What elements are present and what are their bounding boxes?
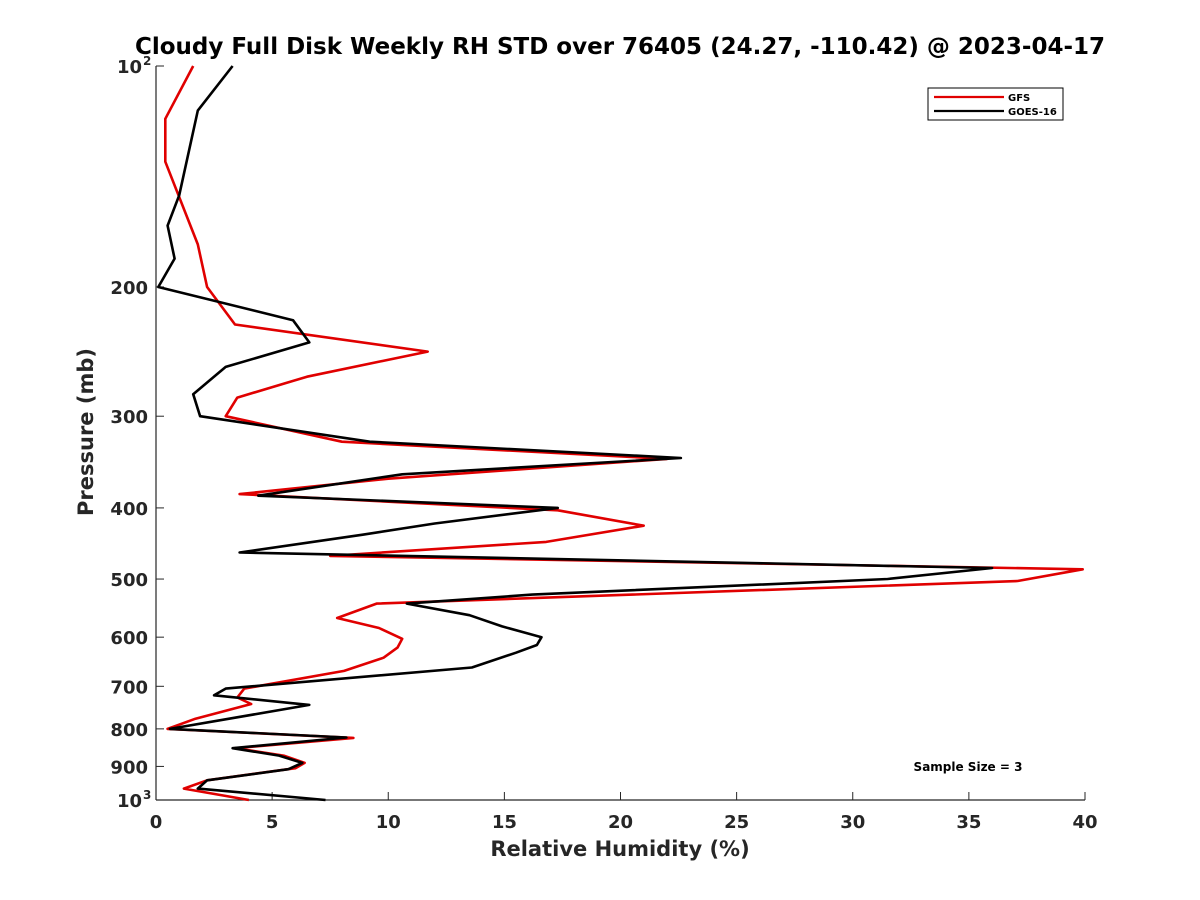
y-tick-exponent: 2 — [143, 54, 151, 68]
x-tick-label: 0 — [150, 812, 163, 833]
x-tick-label: 15 — [492, 812, 517, 833]
y-tick-label: 800 — [110, 720, 148, 741]
y-tick-label: 900 — [110, 757, 148, 778]
series-line-gfs — [164, 65, 1084, 802]
y-tick-label: 500 — [110, 570, 148, 591]
y-axis-label: Pressure (mb) — [74, 348, 98, 516]
y-tick-exponent: 3 — [143, 788, 151, 802]
y-tick-label: 400 — [110, 499, 148, 520]
y-tick-label: 300 — [110, 407, 148, 428]
axes — [155, 65, 1086, 801]
legend: GFS GOES-16 — [927, 87, 1064, 121]
legend-label-gfs: GFS — [1008, 93, 1030, 104]
sample-size-annotation: Sample Size = 3 — [914, 760, 1023, 774]
chart-title: Cloudy Full Disk Weekly RH STD over 7640… — [135, 34, 1105, 60]
x-tick-label: 30 — [840, 812, 865, 833]
x-axis-label: Relative Humidity (%) — [490, 837, 749, 861]
y-tick-label: 600 — [110, 628, 148, 649]
y-tick-label: 10 — [117, 791, 142, 812]
x-tick-label: 40 — [1072, 812, 1097, 833]
legend-box — [927, 87, 1064, 121]
series-line-goes-16 — [157, 65, 994, 802]
x-tick-label: 25 — [724, 812, 749, 833]
x-tick-label: 35 — [956, 812, 981, 833]
y-tick-label: 200 — [110, 278, 148, 299]
y-tick-label: 700 — [110, 677, 148, 698]
x-tick-label: 5 — [266, 812, 279, 833]
x-tick-label: 10 — [376, 812, 401, 833]
series-lines — [157, 65, 1084, 802]
y-tick-label: 10 — [117, 57, 142, 78]
x-tick-label: 20 — [608, 812, 633, 833]
legend-label-goes-16: GOES-16 — [1008, 107, 1057, 118]
